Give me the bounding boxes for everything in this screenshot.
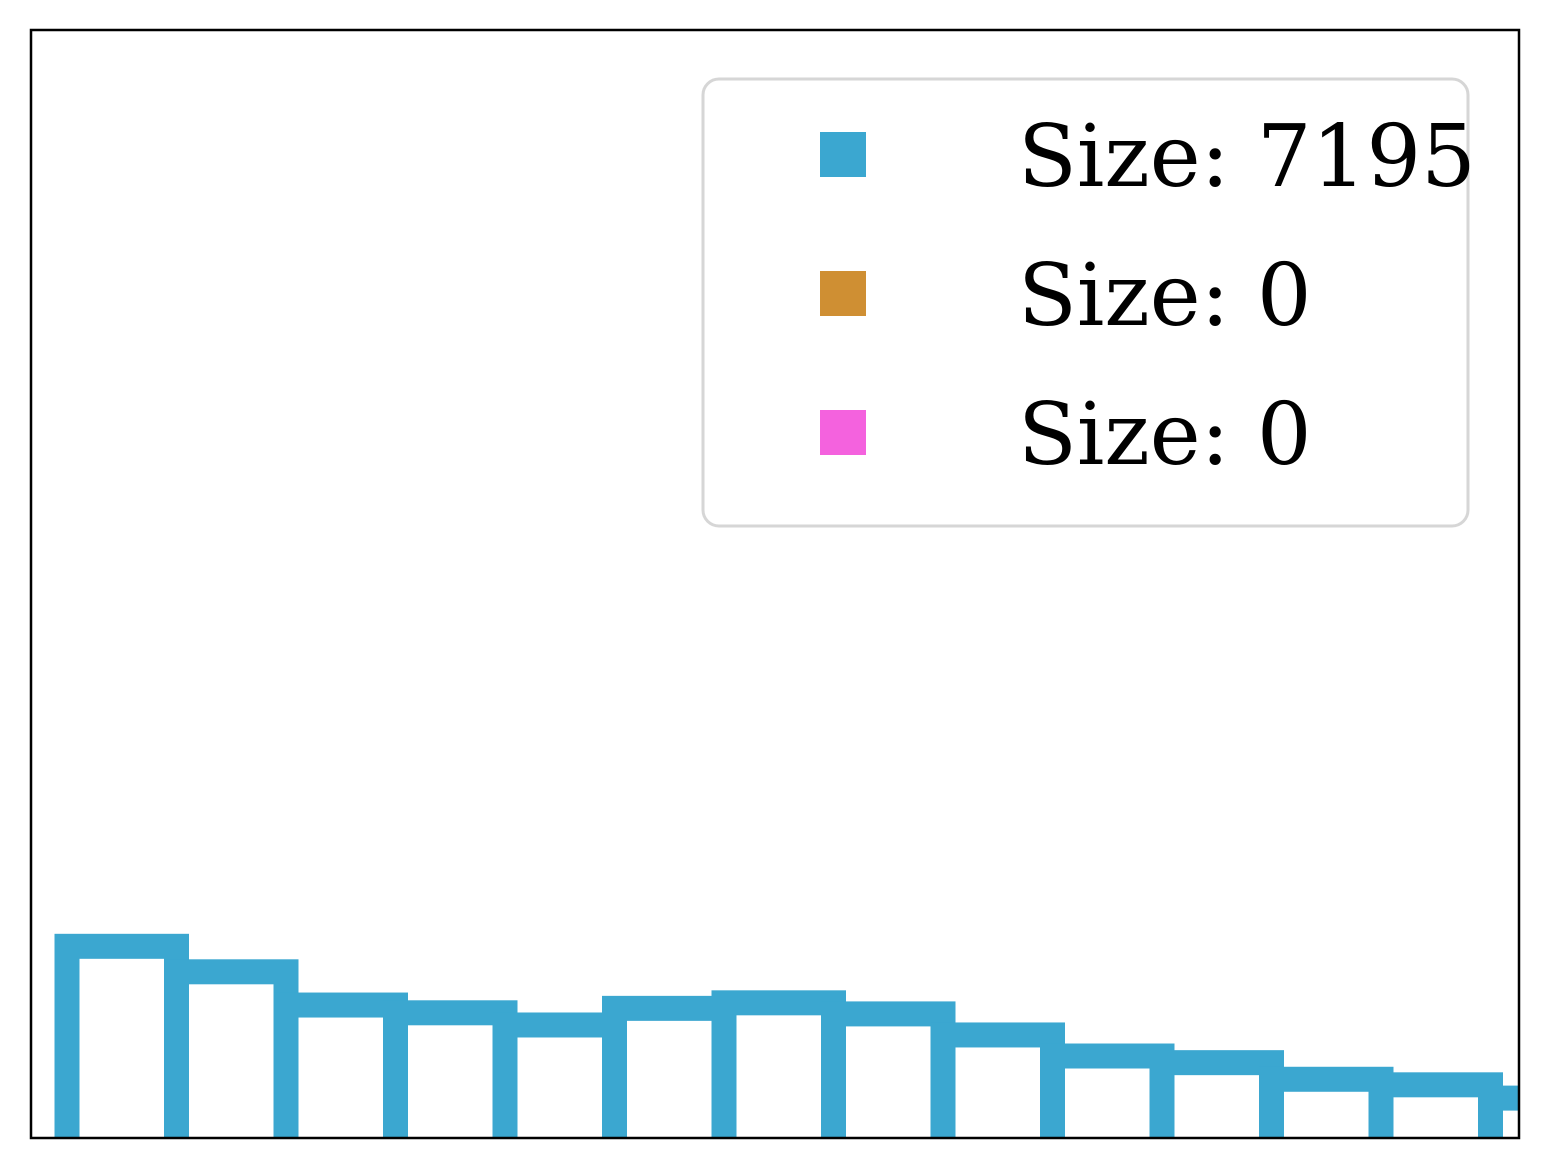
legend: Size: 7195 Size: 0 Size: 0 [701,77,1476,528]
plot-area [54,933,1519,1138]
histogram-bar-14 [1478,1085,1519,1138]
legend-swatch-blue [820,132,866,177]
legend-label-0: Size: 7195 [1018,107,1476,207]
legend-label-2: Size: 0 [1018,385,1312,485]
bars-group [54,933,1519,1138]
legend-swatch-orange [820,271,866,316]
legend-box [701,77,1470,528]
legend-label-1: Size: 0 [1018,246,1312,346]
axes-frame [29,28,1521,1140]
legend-swatch-pink [820,410,866,455]
